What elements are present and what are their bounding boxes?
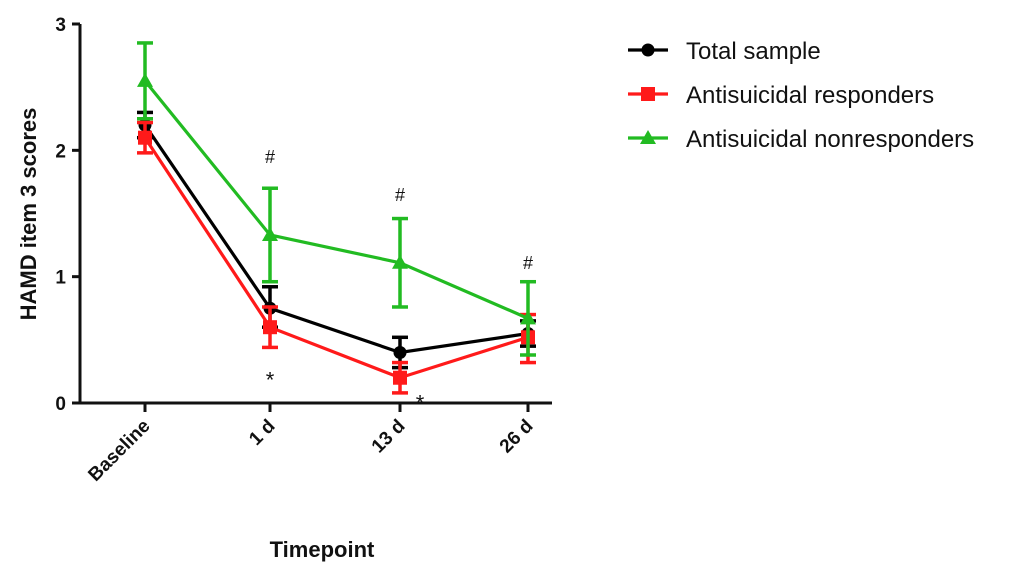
data-point-triangle (520, 310, 536, 325)
significance-star: * (416, 390, 425, 415)
legend-label: Antisuicidal responders (686, 82, 934, 109)
axes (78, 24, 552, 405)
y-tick-label: 2 (55, 141, 66, 162)
significance-hash: # (265, 147, 275, 167)
data-point-square (138, 130, 152, 145)
x-ticks: Baseline 1 d 13 d 26 d (84, 403, 538, 486)
annotation-layer: # # # * * (265, 147, 533, 416)
series-square (137, 120, 536, 395)
significance-star: * (266, 368, 275, 393)
x-tick-label: Baseline (84, 416, 154, 486)
data-point-triangle (640, 130, 656, 144)
data-point-circle (641, 43, 655, 57)
series-line (143, 136, 529, 380)
legend-item: Total sample (628, 38, 821, 65)
data-point-triangle (137, 72, 153, 87)
x-tick-label: 26 d (496, 416, 538, 458)
legend: Total sample Antisuicidal responders Antis… (628, 38, 974, 153)
series-triangle (137, 41, 536, 357)
data-point-triangle (262, 226, 278, 241)
data-point-square (641, 87, 655, 101)
series-layer (137, 41, 536, 395)
legend-item: Antisuicidal responders (628, 82, 934, 109)
y-ticks: 0 1 2 3 (55, 15, 80, 415)
y-tick-label: 1 (55, 268, 66, 289)
legend-item: Antisuicidal nonresponders (628, 126, 974, 153)
series-circle (137, 110, 536, 370)
x-tick-label: 1 d (245, 416, 279, 450)
data-point-circle (393, 345, 407, 359)
legend-label: Total sample (686, 38, 821, 65)
x-axis-title: Timepoint (270, 537, 375, 562)
data-point-square (393, 370, 407, 385)
significance-hash: # (523, 253, 533, 273)
data-point-square (263, 320, 277, 335)
legend-label: Antisuicidal nonresponders (686, 126, 974, 153)
x-tick-label: 13 d (368, 416, 410, 458)
y-tick-label: 3 (55, 15, 66, 36)
y-axis-title: HAMD item 3 scores (16, 108, 41, 321)
data-point-triangle (392, 254, 408, 269)
significance-hash: # (395, 185, 405, 205)
series-line (143, 124, 529, 355)
series-line (143, 79, 529, 320)
y-tick-label: 0 (55, 394, 66, 415)
